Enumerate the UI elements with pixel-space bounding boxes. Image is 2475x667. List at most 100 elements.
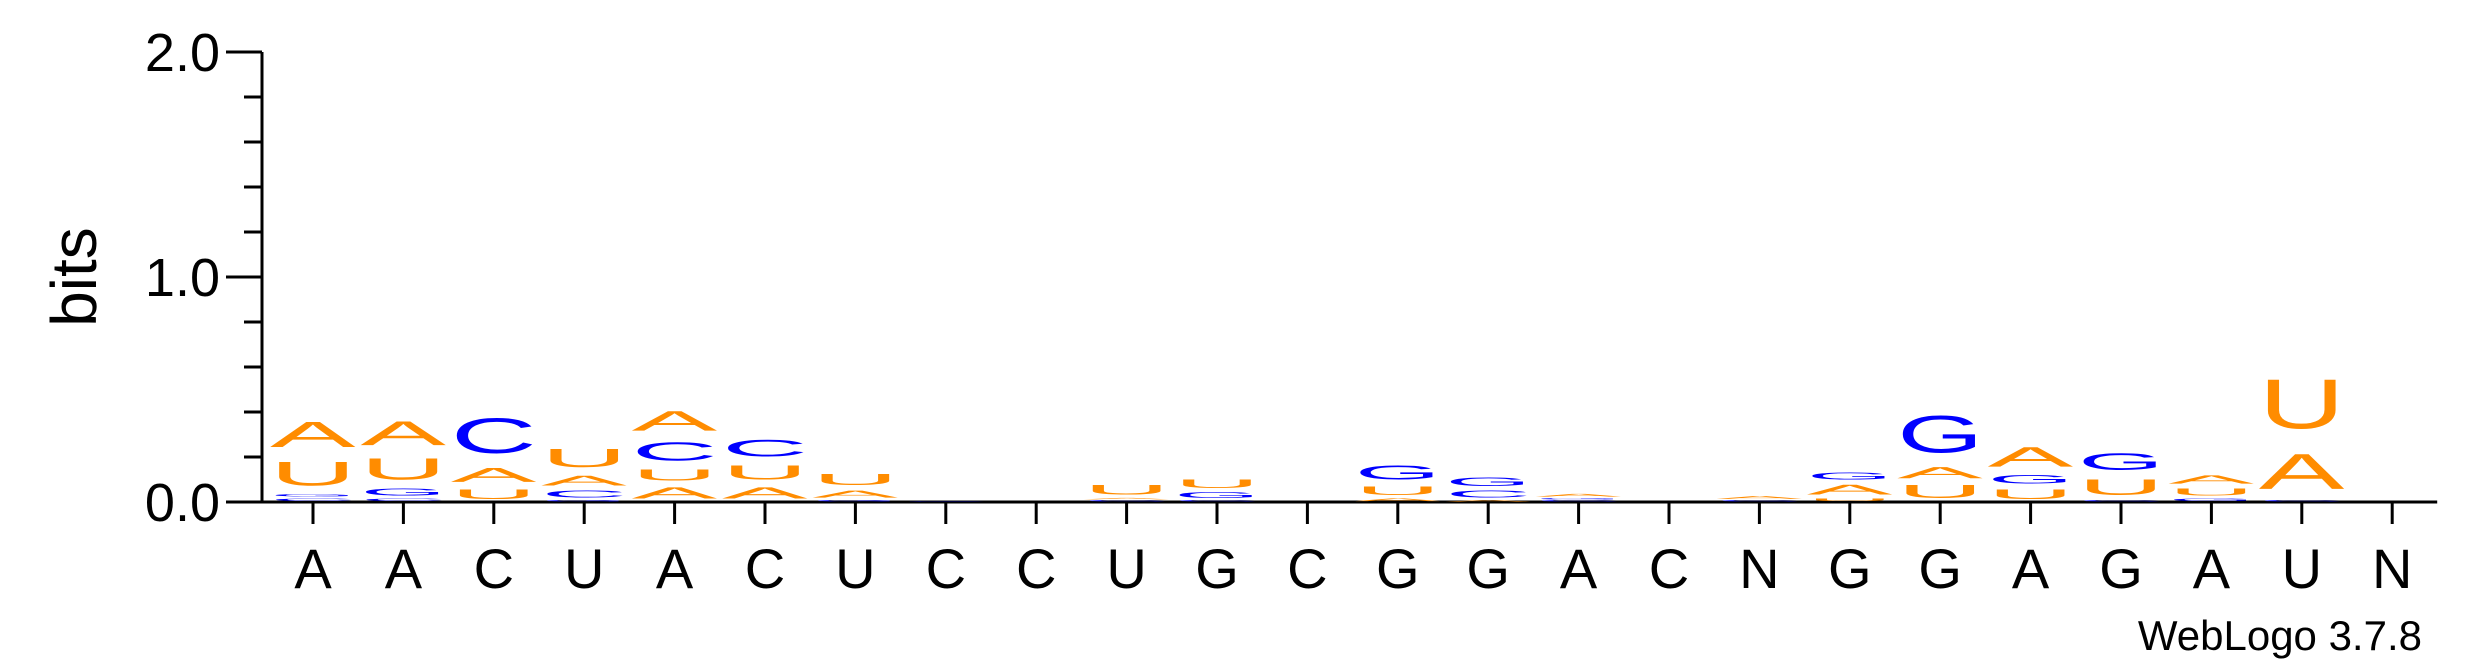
letter-C: C xyxy=(722,435,808,462)
letter-A: A xyxy=(1445,500,1531,502)
letter-glyph: U xyxy=(541,444,627,473)
letter-glyph: A xyxy=(270,414,356,454)
letter-glyph: C xyxy=(1445,489,1531,500)
x-tick-label: U xyxy=(2282,537,2322,600)
letter-C: C xyxy=(1445,489,1531,500)
letter-U: U xyxy=(632,466,718,484)
letter-glyph: C xyxy=(451,408,537,464)
letter-glyph: A xyxy=(632,405,718,437)
letter-glyph: U xyxy=(722,462,808,484)
letter-U: U xyxy=(451,486,537,502)
letter-glyph: G xyxy=(2078,448,2164,475)
letter-G: G xyxy=(360,486,446,497)
letter-glyph: C xyxy=(360,497,446,502)
letter-glyph: A xyxy=(1988,441,2074,473)
letter-glyph: G xyxy=(812,500,898,502)
x-tick-label: N xyxy=(1739,537,1779,600)
letter-A: A xyxy=(722,484,808,502)
letter-A: A xyxy=(270,414,356,454)
letter-glyph: G xyxy=(360,486,446,497)
letter-glyph: A xyxy=(1355,498,1441,502)
letter-U: U xyxy=(1174,477,1260,491)
letter-U: U xyxy=(1988,486,2074,502)
letter-U: U xyxy=(270,455,356,493)
letter-C: C xyxy=(451,408,537,464)
letter-U: U xyxy=(2168,486,2254,497)
letter-C: C xyxy=(1536,500,1622,502)
x-tick-label: G xyxy=(1466,537,1510,600)
letter-glyph: A xyxy=(1716,495,1802,499)
x-tick-label: U xyxy=(564,537,604,600)
letter-A: A xyxy=(1355,498,1441,502)
letter-glyph: C xyxy=(1536,500,1622,502)
letter-A: A xyxy=(1897,464,1983,482)
letter-A: A xyxy=(1988,441,2074,473)
x-tick-label: U xyxy=(1106,537,1146,600)
x-tick-label: A xyxy=(1560,537,1598,600)
letter-glyph: A xyxy=(1445,500,1531,502)
letter-G: G xyxy=(1174,491,1260,500)
letter-glyph: A xyxy=(451,464,538,486)
letter-C: C xyxy=(1174,500,1260,502)
letter-glyph: G xyxy=(541,500,627,502)
letter-G: G xyxy=(1988,473,2074,487)
letter-U: U xyxy=(812,471,898,489)
letter-U: U xyxy=(722,462,808,484)
letter-C: C xyxy=(360,497,446,502)
letter-C: C xyxy=(541,489,627,500)
letter-glyph: A xyxy=(632,484,718,502)
letter-A: A xyxy=(812,489,898,500)
letter-glyph: C xyxy=(1716,500,1802,502)
letter-glyph: U xyxy=(1988,486,2074,502)
letter-U: U xyxy=(2078,475,2164,500)
letter-glyph: U xyxy=(1084,482,1170,498)
x-tick-label: G xyxy=(1918,537,1962,600)
letter-A: A xyxy=(360,414,446,452)
letter-A: A xyxy=(1084,498,1170,500)
x-tick-label: A xyxy=(294,537,332,600)
x-tick-label: U xyxy=(835,537,875,600)
letter-glyph: U xyxy=(1897,482,1983,502)
letter-A: A xyxy=(451,464,538,486)
letter-G: G xyxy=(1897,406,1983,464)
letter-G: G xyxy=(270,493,356,498)
letter-C: C xyxy=(903,501,989,502)
letter-glyph: G xyxy=(1536,497,1622,499)
x-tick-label: A xyxy=(2193,537,2231,600)
letter-glyph: C xyxy=(632,437,718,466)
letter-glyph: C xyxy=(2259,500,2345,502)
letter-glyph: G xyxy=(1445,475,1531,489)
letter-U: U xyxy=(1355,484,1441,498)
weblogo-credit: WebLogo 3.7.8 xyxy=(2138,612,2422,659)
letter-glyph: C xyxy=(903,501,989,502)
letter-glyph: C xyxy=(722,435,808,462)
letter-C: C xyxy=(1716,500,1802,502)
letter-A: A xyxy=(2168,473,2254,487)
letter-glyph: A xyxy=(360,414,446,452)
letter-glyph: A xyxy=(1084,498,1170,500)
letter-glyph: U xyxy=(270,455,356,493)
x-tick-label: C xyxy=(1649,537,1689,600)
x-tick-label: A xyxy=(656,537,694,600)
letter-glyph: A xyxy=(812,489,898,500)
x-tick-label: G xyxy=(1195,537,1239,600)
letter-glyph: A xyxy=(1897,464,1983,482)
letter-glyph: G xyxy=(1897,406,1983,464)
letter-A: A xyxy=(1807,482,1893,498)
letter-A: A xyxy=(632,405,718,437)
y-tick-label: 2.0 xyxy=(145,23,220,83)
x-tick-label: C xyxy=(745,537,785,600)
letter-G: G xyxy=(2078,448,2164,475)
letter-A: A xyxy=(1716,495,1802,499)
letter-glyph: U xyxy=(1174,477,1260,491)
letter-glyph: U xyxy=(1355,484,1441,498)
x-tick-label: G xyxy=(2099,537,2143,600)
letter-U: U xyxy=(1897,482,1983,502)
letter-glyph: A xyxy=(2168,473,2254,487)
letter-C: C xyxy=(1084,500,1170,502)
letter-C: C xyxy=(2259,500,2345,502)
letter-glyph: C xyxy=(541,489,627,500)
